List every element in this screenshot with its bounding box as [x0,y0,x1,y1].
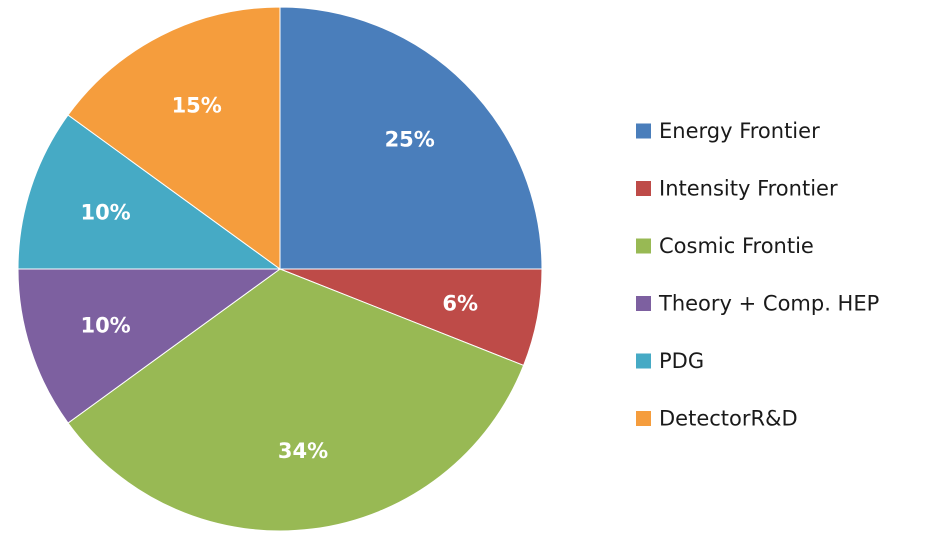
legend-item: DetectorR&D [636,407,798,431]
legend-label: PDG [659,349,704,373]
legend-item: Intensity Frontier [636,177,838,201]
slice-value-label: 10% [80,314,130,338]
pie-slice-labels: 25% 6% 34% 10% 10% 15% [80,94,478,463]
legend-swatch [636,238,651,254]
slice-value-label: 25% [385,127,435,151]
legend-item: PDG [636,349,704,373]
pie-slice-2 [67,268,525,532]
legend-item: Cosmic Frontie [636,234,814,258]
legend-swatch [636,296,651,311]
legend-item: Energy Frontier [636,119,820,143]
slice-value-label: 10% [80,200,130,224]
legend-label: Cosmic Frontie [659,234,814,258]
pie-slice-4 [17,114,282,270]
legend-swatch [636,411,651,426]
pie-slice-3 [17,268,282,424]
legend-swatch [636,353,651,369]
pie-slice-0 [279,6,543,270]
legend-swatch [636,181,651,196]
legend-swatch [636,123,651,139]
pie-slice-5 [67,6,281,270]
slice-value-label: 15% [172,94,222,118]
slice-value-label: 6% [442,291,478,315]
legend-label: Theory + Comp. HEP [658,292,879,316]
pie-slices [17,6,543,532]
chart-legend: Energy Frontier Intensity Frontier Cosmic … [636,119,879,431]
legend-label: Energy Frontier [659,119,820,143]
slice-value-label: 34% [278,439,328,463]
legend-label: DetectorR&D [659,407,798,431]
legend-label: Intensity Frontier [659,177,838,201]
legend-item: Theory + Comp. HEP [636,292,879,316]
